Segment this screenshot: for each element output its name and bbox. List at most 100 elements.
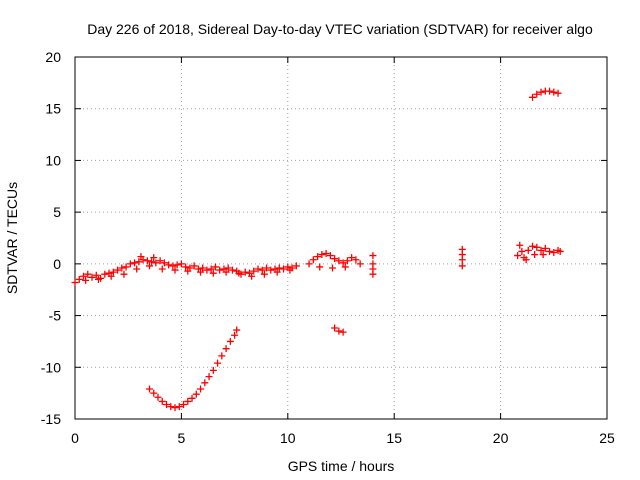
data-point — [145, 262, 153, 270]
data-point — [318, 251, 326, 259]
data-point — [331, 324, 339, 332]
data-point — [177, 260, 185, 268]
data-point — [273, 268, 281, 276]
x-axis-label: GPS time / hours — [288, 458, 395, 474]
data-point — [228, 266, 236, 274]
data-point — [152, 259, 160, 267]
y-tick-label: 10 — [45, 152, 61, 168]
data-point — [192, 390, 200, 398]
data-point — [182, 263, 190, 271]
data-point — [314, 253, 322, 261]
data-point — [120, 270, 128, 278]
x-tick-label: 25 — [599, 430, 615, 446]
data-point — [341, 263, 349, 271]
data-point — [518, 247, 526, 255]
data-point — [458, 262, 466, 270]
data-point — [537, 246, 545, 254]
data-point — [184, 267, 192, 275]
x-tick-label: 5 — [178, 430, 186, 446]
data-point — [326, 252, 334, 260]
data-point — [214, 359, 222, 367]
data-point — [524, 246, 532, 254]
data-point — [339, 259, 347, 267]
data-point — [533, 243, 541, 251]
data-point — [369, 252, 377, 260]
data-point — [135, 258, 143, 266]
data-point — [158, 265, 166, 273]
data-point — [331, 255, 339, 263]
data-point — [343, 257, 351, 265]
data-point — [158, 397, 166, 405]
data-point — [537, 88, 545, 96]
data-point — [82, 276, 90, 284]
data-point — [101, 270, 109, 278]
data-point — [458, 256, 466, 264]
data-point — [250, 267, 258, 275]
data-point — [205, 373, 213, 381]
data-point — [133, 265, 141, 273]
data-point — [169, 262, 177, 270]
y-tick-label: 15 — [45, 101, 61, 117]
data-point — [356, 260, 364, 268]
data-point — [107, 272, 115, 280]
data-point — [522, 256, 530, 264]
data-point — [531, 251, 539, 259]
data-point — [233, 326, 241, 334]
data-point — [145, 385, 153, 393]
data-point — [71, 278, 79, 286]
data-point — [546, 247, 554, 255]
data-point — [109, 268, 117, 276]
data-point — [546, 87, 554, 95]
data-point — [550, 88, 558, 96]
series-cluster-21-23h — [514, 241, 564, 264]
data-point — [118, 264, 126, 272]
y-tick-label: -5 — [49, 308, 62, 324]
data-point — [88, 273, 96, 281]
data-point — [292, 262, 300, 270]
data-point — [554, 89, 562, 97]
data-point — [235, 269, 243, 277]
data-point — [160, 259, 168, 267]
data-point — [156, 257, 164, 265]
y-tick-label: -10 — [41, 359, 61, 375]
data-point — [188, 394, 196, 402]
data-point — [556, 247, 564, 255]
series-cluster-near-zero — [71, 250, 377, 286]
data-point — [339, 328, 347, 336]
data-point — [322, 250, 330, 258]
data-point — [122, 263, 130, 271]
x-tick-label: 15 — [386, 430, 402, 446]
data-point — [197, 268, 205, 276]
data-point — [199, 264, 207, 272]
y-axis-label: SDTVAR / TECUs — [4, 182, 20, 294]
data-point — [286, 266, 294, 274]
plot-frame — [74, 56, 608, 420]
data-point — [80, 272, 88, 280]
data-point — [280, 265, 288, 273]
data-point — [173, 261, 181, 269]
data-point — [211, 263, 219, 271]
series-cluster-18h — [458, 245, 466, 270]
data-point — [231, 331, 239, 339]
data-point — [263, 264, 271, 272]
data-point — [154, 393, 162, 401]
data-point — [241, 268, 249, 276]
data-point — [335, 327, 343, 335]
data-point — [131, 259, 139, 267]
data-point — [201, 379, 209, 387]
data-point — [529, 242, 537, 250]
data-point — [137, 253, 145, 261]
x-tick-label: 20 — [493, 430, 509, 446]
data-point — [533, 90, 541, 98]
data-point — [316, 263, 324, 271]
data-point — [175, 403, 183, 411]
data-point — [190, 262, 198, 270]
data-point — [163, 401, 171, 409]
data-point — [305, 260, 313, 268]
data-point — [197, 385, 205, 393]
data-point — [224, 264, 232, 272]
series-small-cluster-12h — [331, 324, 347, 336]
data-point — [150, 254, 158, 262]
data-point — [209, 269, 217, 277]
data-point — [180, 401, 188, 409]
